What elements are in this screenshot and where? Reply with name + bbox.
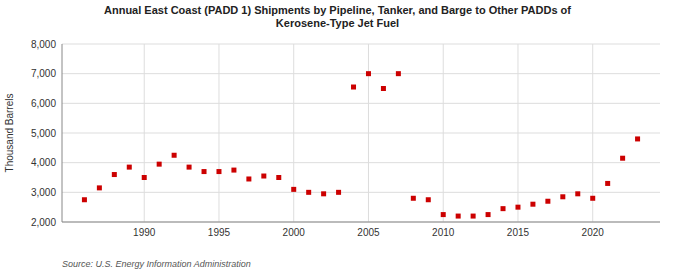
point	[590, 196, 595, 201]
point	[515, 205, 520, 210]
x-tick-label: 2015	[507, 227, 530, 238]
point	[605, 181, 610, 186]
point	[216, 169, 221, 174]
point	[501, 206, 506, 211]
grid-line-x	[144, 44, 145, 222]
point	[172, 153, 177, 158]
point	[381, 86, 386, 91]
point	[127, 165, 132, 170]
page: {"chart_data": {"type": "scatter", "titl…	[0, 0, 675, 275]
point	[187, 165, 192, 170]
grid-line-x	[517, 44, 518, 222]
tick-labels: 2,000 3,000 4,000 5,000 6,000 7,000 8,000 1990 1…	[31, 39, 604, 239]
point	[545, 199, 550, 204]
title-line: Kerosene-Type Jet Fuel	[276, 17, 399, 29]
point	[261, 174, 266, 179]
point	[231, 168, 236, 173]
point	[321, 191, 326, 196]
point	[486, 212, 491, 217]
point	[202, 169, 207, 174]
point	[276, 175, 281, 180]
point	[82, 197, 87, 202]
point	[306, 190, 311, 195]
point	[142, 175, 147, 180]
x-tick-label: 2020	[582, 227, 605, 238]
point	[336, 190, 341, 195]
y-axis-line	[62, 44, 63, 222]
y-tick-label: 8,000	[31, 39, 56, 50]
title: Annual East Coast (PADD 1) Shipments by …	[104, 4, 571, 29]
y-axis-label: Thousand Barrels	[4, 94, 15, 173]
point	[620, 156, 625, 161]
y-tick-label: 5,000	[31, 128, 56, 139]
point	[456, 214, 461, 219]
grid-line-y	[62, 192, 660, 193]
x-tick-label: 1995	[208, 227, 231, 238]
point	[351, 85, 356, 90]
source: Source: U.S. Energy Information Administ…	[62, 259, 251, 269]
point	[530, 202, 535, 207]
grid-line-y	[62, 44, 660, 45]
point	[560, 194, 565, 199]
grid-line-y	[62, 162, 660, 163]
point	[112, 172, 117, 177]
point	[97, 185, 102, 190]
x-tick-label: 2000	[283, 227, 306, 238]
chart: Annual East Coast (PADD 1) Shipments by …	[0, 0, 675, 275]
point	[246, 176, 251, 181]
grid-line-y	[62, 133, 660, 134]
title-line: Annual East Coast (PADD 1) Shipments by …	[104, 4, 571, 16]
grid	[62, 44, 660, 222]
grid-line-x	[443, 44, 444, 222]
grid-line-x	[368, 44, 369, 222]
x-axis-line	[62, 222, 660, 223]
point	[441, 212, 446, 217]
point	[411, 196, 416, 201]
y-tick-label: 2,000	[31, 217, 56, 228]
x-tick-label: 2010	[432, 227, 455, 238]
point	[426, 197, 431, 202]
points	[82, 71, 640, 218]
y-tick-label: 7,000	[31, 68, 56, 79]
y-tick-label: 6,000	[31, 98, 56, 109]
point	[396, 71, 401, 76]
y-tick-label: 3,000	[31, 187, 56, 198]
point	[575, 191, 580, 196]
grid-line-x	[218, 44, 219, 222]
point	[635, 136, 640, 141]
grid-line-x	[293, 44, 294, 222]
y-tick-label: 4,000	[31, 157, 56, 168]
point	[157, 162, 162, 167]
grid-line-y	[62, 73, 660, 74]
point	[471, 214, 476, 219]
grid-line-y	[62, 103, 660, 104]
x-tick-label: 1990	[133, 227, 156, 238]
point	[366, 71, 371, 76]
grid-line-x	[592, 44, 593, 222]
x-tick-label: 2005	[357, 227, 380, 238]
point	[291, 187, 296, 192]
grid-line-y	[62, 222, 660, 223]
